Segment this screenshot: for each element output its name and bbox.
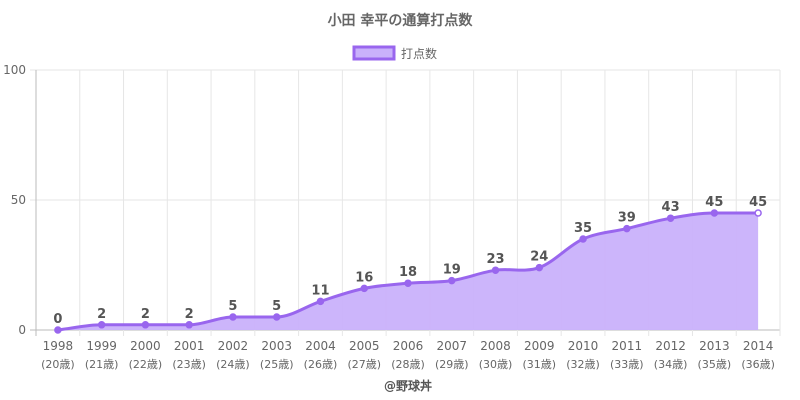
- x-tick-label: 1998: [43, 339, 74, 353]
- data-label: 43: [662, 200, 680, 215]
- credit: @野球丼: [384, 378, 432, 393]
- x-tick-age-label: (36歳): [741, 358, 775, 371]
- data-label: 2: [185, 307, 194, 322]
- data-point: [623, 224, 631, 233]
- data-label: 5: [228, 299, 237, 314]
- data-point: [491, 266, 500, 274]
- x-tick-label: 2011: [612, 339, 643, 353]
- data-label: 39: [618, 211, 636, 226]
- data-label: 2: [97, 307, 106, 322]
- x-tick-age-label: (35歳): [698, 358, 732, 371]
- data-label: 19: [443, 263, 461, 278]
- y-tick-label: 100: [3, 63, 26, 77]
- data-label: 23: [486, 252, 504, 267]
- x-tick-label: 2013: [699, 339, 730, 353]
- legend-swatch: [352, 45, 396, 61]
- x-tick-label: 2014: [743, 339, 774, 353]
- x-tick-label: 2009: [524, 339, 555, 353]
- chart-title: 小田 幸平の通算打点数: [328, 12, 474, 29]
- x-tick-label: 1999: [86, 339, 117, 353]
- data-point: [710, 209, 719, 217]
- plot-area: [54, 209, 762, 334]
- data-label: 11: [311, 283, 329, 298]
- legend[interactable]: 打点数: [352, 45, 437, 61]
- y-tick-label: 50: [11, 193, 26, 207]
- x-tick-age-label: (31歳): [522, 358, 556, 371]
- x-tick-label: 2010: [568, 339, 599, 353]
- x-tick-label: 2006: [393, 339, 424, 353]
- x-tick-age-label: (24歳): [216, 358, 250, 371]
- x-tick-label: 2000: [130, 339, 161, 353]
- x-tick-age-label: (22歳): [129, 358, 163, 371]
- x-tick-age-label: (32歳): [566, 358, 600, 371]
- data-label: 45: [705, 195, 723, 210]
- data-point: [185, 321, 193, 329]
- x-tick-label: 2012: [655, 339, 686, 353]
- x-tick-age-label: (26歳): [304, 358, 338, 371]
- x-tick-age-label: (21歳): [85, 358, 119, 371]
- data-point: [754, 209, 762, 217]
- data-label: 5: [272, 299, 281, 314]
- data-label: 18: [399, 265, 417, 280]
- data-point: [54, 326, 62, 334]
- y-tick-label: 0: [18, 323, 26, 337]
- x-tick-age-label: (23歳): [172, 358, 206, 371]
- legend-label: 打点数: [401, 46, 437, 61]
- x-tick-label: 2001: [174, 339, 205, 353]
- x-tick-label: 2007: [436, 339, 467, 353]
- x-tick-age-label: (27歳): [347, 358, 381, 371]
- data-point: [229, 313, 237, 321]
- x-tick-label: 2005: [349, 339, 380, 353]
- data-label: 2: [141, 307, 150, 322]
- x-tick-age-label: (34歳): [654, 358, 688, 371]
- x-tick-age-label: (29歳): [435, 358, 469, 371]
- data-label: 24: [530, 250, 548, 265]
- data-point: [666, 214, 675, 222]
- x-tick-label: 2002: [218, 339, 249, 353]
- x-tick-age-label: (20歳): [41, 358, 75, 371]
- x-tick-age-label: (30歳): [479, 358, 513, 371]
- data-point: [360, 284, 368, 293]
- x-tick-age-label: (33歳): [610, 358, 644, 371]
- x-tick-label: 2004: [305, 339, 336, 353]
- data-point: [141, 321, 150, 329]
- data-point: [272, 313, 281, 321]
- data-label: 35: [574, 221, 592, 236]
- x-axis: 1998 (20歳) 1999 (21歳) 2000 (22歳) 2001 (23歳) 2002…: [41, 339, 775, 371]
- x-tick-label: 2008: [480, 339, 511, 353]
- data-point: [316, 297, 325, 306]
- x-tick-age-label: (25歳): [260, 358, 294, 371]
- y-axis: 0 50 100: [3, 63, 26, 337]
- data-point: [579, 235, 587, 243]
- data-label: 45: [749, 195, 767, 210]
- x-tick-age-label: (28歳): [391, 358, 425, 371]
- data-point: [535, 263, 544, 272]
- x-tick-label: 2003: [261, 339, 292, 353]
- data-label: 0: [53, 312, 62, 327]
- data-point: [448, 276, 456, 285]
- data-point: [97, 321, 106, 329]
- data-point: [404, 279, 412, 287]
- data-labels: 0 2 2 2 5 5 11 16 18 19 23 24 35 39 43 45 45: [53, 195, 767, 327]
- data-label: 16: [355, 270, 373, 285]
